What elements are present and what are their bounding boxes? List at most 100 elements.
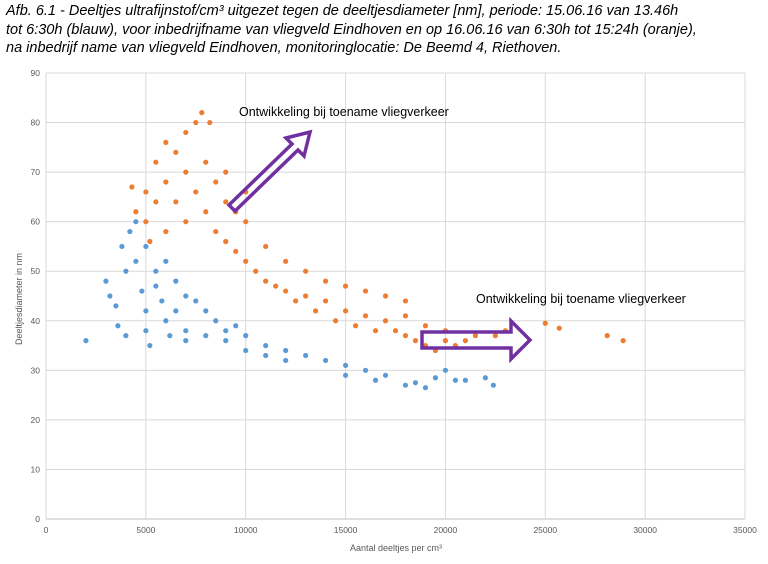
scatter-point — [402, 333, 409, 339]
scatter-point — [392, 328, 399, 334]
x-tick-label: 30000 — [633, 525, 657, 535]
scatter-point — [207, 119, 213, 126]
scatter-point — [153, 159, 159, 165]
scatter-point — [147, 238, 153, 245]
scatter-point — [342, 362, 349, 368]
scatter-point — [372, 377, 379, 383]
scatter-point — [203, 333, 209, 339]
scatter-point — [323, 357, 329, 364]
scatter-point — [223, 328, 229, 334]
scatter-point — [183, 328, 189, 334]
scatter-point — [133, 258, 139, 264]
scatter-point — [402, 298, 409, 304]
scatter-point — [123, 333, 129, 339]
scatter-point — [402, 313, 409, 319]
scatter-point — [153, 283, 159, 289]
figure-caption: Afb. 6.1 - Deeltjes ultrafijnstof/cm³ ui… — [6, 2, 766, 58]
scatter-point — [123, 268, 129, 274]
scatter-point — [462, 338, 468, 344]
scatter-point — [332, 318, 339, 324]
scatter-point — [199, 110, 205, 116]
scatter-point — [167, 333, 173, 339]
y-tick-label: 80 — [31, 118, 41, 128]
scatter-point — [223, 169, 229, 175]
scatter-point — [153, 268, 159, 274]
scatter-point — [263, 352, 269, 359]
scatter-point — [107, 293, 113, 299]
scatter-point — [223, 199, 229, 205]
scatter-point — [342, 308, 349, 314]
scatter-point — [183, 169, 189, 175]
x-tick-label: 0 — [44, 525, 49, 535]
caption-line-3: na inbedrijf name van vliegveld Eindhove… — [6, 40, 562, 56]
scatter-point — [223, 338, 229, 344]
scatter-point — [113, 303, 119, 309]
scatter-point — [203, 159, 209, 165]
scatter-point — [490, 382, 496, 388]
scatter-point — [412, 380, 419, 386]
scatter-point — [482, 375, 488, 381]
x-axis-label: Aantal deeltjes per cm³ — [350, 543, 442, 553]
scatter-point — [442, 367, 449, 373]
scatter-point — [323, 298, 329, 304]
y-tick-label: 0 — [35, 514, 40, 524]
y-tick-label: 30 — [31, 365, 41, 375]
chart-grid — [45, 72, 746, 520]
scatter-point — [203, 308, 209, 314]
scatter-point — [323, 278, 329, 284]
scatter-point — [472, 333, 478, 339]
annotation-arrow-horizontal — [420, 316, 533, 364]
scatter-point — [159, 298, 165, 304]
scatter-point — [183, 129, 189, 136]
x-tick-label: 25000 — [533, 525, 557, 535]
scatter-point — [129, 184, 135, 190]
scatter-point — [293, 298, 299, 304]
y-tick-label: 70 — [31, 167, 41, 177]
scatter-point — [203, 209, 209, 215]
scatter-point — [362, 367, 369, 373]
scatter-point — [183, 219, 189, 225]
scatter-point — [263, 243, 269, 250]
scatter-point — [173, 278, 179, 284]
scatter-point — [233, 248, 239, 254]
scatter-point — [139, 288, 145, 294]
caption-line-2: tot 6:30h (blauw), voor inbedrijfname va… — [6, 21, 697, 38]
x-tick-labels: 0 5000 10000 15000 20000 25000 30000 35000 — [44, 525, 757, 535]
scatter-point — [283, 288, 289, 294]
y-tick-label: 10 — [31, 464, 41, 474]
scatter-point — [263, 342, 269, 349]
scatter-point — [233, 323, 239, 329]
scatter-point — [213, 228, 219, 235]
scatter-point — [604, 333, 610, 339]
scatter-point — [303, 268, 309, 274]
scatter-point — [243, 258, 249, 264]
scatter-point — [492, 333, 498, 339]
series-orange — [129, 110, 626, 354]
series-blue — [83, 219, 496, 391]
scatter-point — [283, 357, 289, 364]
annotation-label-2: Ontwikkeling bij toename vliegverkeer — [476, 292, 686, 306]
scatter-point — [352, 323, 359, 329]
y-tick-label: 20 — [31, 415, 41, 425]
scatter-point — [432, 375, 439, 381]
scatter-point — [213, 179, 219, 185]
scatter-point — [173, 308, 179, 314]
scatter-point — [442, 338, 449, 344]
scatter-point — [143, 243, 149, 250]
scatter-point — [173, 199, 179, 205]
scatter-point — [193, 189, 199, 195]
scatter-point — [273, 283, 279, 289]
scatter-point — [382, 293, 389, 299]
y-tick-label: 40 — [31, 316, 41, 326]
scatter-point — [412, 338, 419, 344]
y-tick-label: 50 — [31, 266, 41, 276]
scatter-point — [153, 199, 159, 205]
scatter-point — [143, 308, 149, 314]
scatter-point — [303, 352, 309, 359]
scatter-point — [620, 338, 626, 344]
scatter-point — [183, 338, 189, 344]
scatter-point — [103, 278, 109, 284]
scatter-point — [263, 278, 269, 284]
scatter-point — [83, 338, 89, 344]
